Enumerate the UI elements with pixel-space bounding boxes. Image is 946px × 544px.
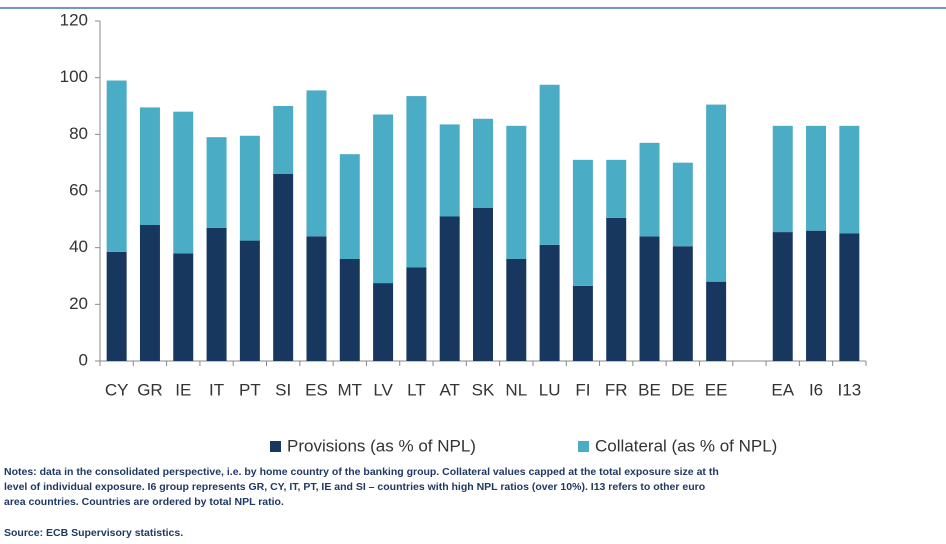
bar-segment [639, 236, 660, 361]
bar-segment [439, 216, 460, 361]
bar-segment [772, 232, 793, 361]
bar-segment [839, 125, 860, 234]
bar-segment [672, 246, 693, 361]
x-tick-label: SK [472, 380, 495, 399]
bar-segment [572, 159, 593, 286]
x-tick-label: AT [439, 380, 459, 399]
x-tick-label: LT [407, 380, 426, 399]
bar-segment [639, 142, 660, 237]
legend-swatch [578, 441, 589, 452]
bar-segment [539, 84, 560, 245]
bar-segment [473, 118, 493, 208]
legend-label: Collateral (as % of NPL) [595, 436, 777, 455]
y-tick-label: 120 [60, 10, 88, 29]
bar-segment [239, 240, 260, 361]
legend-label: Provisions (as % of NPL) [287, 436, 476, 455]
note-line: area countries. Countries are ordered by… [4, 496, 284, 508]
note-line: level of individual exposure. I6 group r… [4, 481, 705, 493]
bar-segment [139, 225, 160, 361]
x-tick-label: EA [771, 380, 794, 399]
x-tick-label: MT [338, 380, 363, 399]
x-tick-label: FI [575, 380, 590, 399]
bar-segment [606, 159, 627, 218]
bar-segment [306, 90, 327, 237]
bar-segment [672, 162, 693, 247]
bar-segment [339, 154, 360, 259]
y-tick-label: 20 [69, 294, 88, 313]
y-tick-label: 80 [69, 124, 88, 143]
bar-segment [806, 230, 827, 361]
y-tick-label: 40 [69, 237, 88, 256]
bar-segment [506, 125, 527, 259]
bar-segment [273, 174, 294, 361]
bar-segment [706, 104, 727, 282]
x-tick-label: IE [175, 380, 191, 399]
bar-segment [506, 259, 527, 361]
x-tick-label: IT [209, 380, 224, 399]
x-tick-label: PT [239, 380, 261, 399]
x-tick-label: I6 [809, 380, 823, 399]
x-tick-label: DE [671, 380, 695, 399]
bar-segment [239, 135, 260, 241]
bar-segment [572, 285, 593, 361]
bar-segment [206, 137, 227, 228]
bar-segment [439, 124, 460, 217]
bar-segment [406, 267, 427, 361]
y-tick-label: 0 [79, 350, 88, 369]
x-tick-label: SI [275, 380, 291, 399]
bar-segment [373, 283, 394, 361]
bar-segment [139, 107, 160, 225]
x-tick-label: EE [705, 380, 728, 399]
bar-segment [839, 233, 860, 361]
bar-segment [173, 111, 194, 254]
x-tick-label: I13 [838, 380, 862, 399]
bar-segment [206, 227, 227, 361]
y-tick-label: 100 [60, 67, 88, 86]
bar-segment [473, 208, 493, 361]
note-line: Notes: data in the consolidated perspect… [4, 466, 719, 478]
bar-segment [173, 253, 194, 361]
x-tick-label: ES [305, 380, 328, 399]
x-tick-label: LV [373, 380, 393, 399]
source: Source: ECB Supervisory statistics. [4, 527, 183, 539]
bar-segment [706, 281, 727, 361]
x-tick-label: FR [605, 380, 628, 399]
x-tick-label: NL [505, 380, 527, 399]
bar-segment [406, 96, 427, 268]
bar-segment [772, 125, 793, 233]
bar-segment [106, 80, 127, 252]
bar-segment [339, 259, 360, 361]
bar-segment [273, 106, 294, 174]
y-tick-label: 60 [69, 180, 88, 199]
legend-swatch [270, 441, 281, 452]
bar-segment [373, 114, 394, 284]
bar-segment [606, 217, 627, 361]
bar-segment [539, 244, 560, 361]
x-tick-label: GR [137, 380, 163, 399]
bar-segment [306, 236, 327, 361]
x-tick-label: LU [539, 380, 561, 399]
x-tick-label: CY [105, 380, 129, 399]
bar-segment [106, 251, 127, 361]
x-tick-label: BE [638, 380, 661, 399]
bar-segment [806, 125, 827, 231]
